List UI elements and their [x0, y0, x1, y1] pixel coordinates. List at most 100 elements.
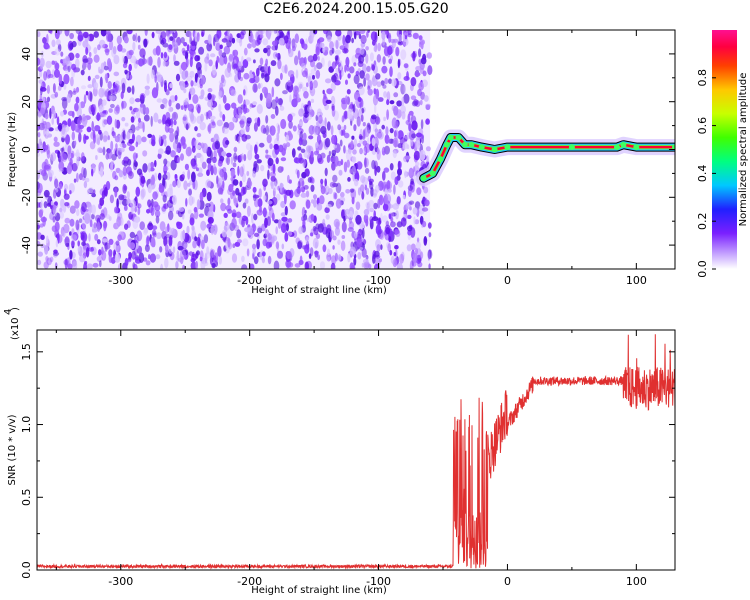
y-tick-label: -20 [20, 188, 33, 206]
noise-speckle [400, 105, 406, 114]
noise-speckle [192, 94, 199, 104]
noise-speckle [312, 74, 315, 80]
noise-speckle [144, 85, 150, 90]
trace-point [443, 141, 450, 148]
noise-speckle [98, 105, 103, 113]
noise-speckle [316, 134, 322, 145]
noise-speckle [363, 77, 366, 87]
noise-speckle [186, 225, 190, 234]
noise-speckle [219, 82, 224, 93]
noise-speckle [71, 63, 77, 71]
noise-speckle [262, 238, 268, 247]
noise-speckle [219, 44, 223, 50]
noise-speckle [123, 185, 128, 191]
noise-speckle [413, 171, 417, 177]
noise-speckle [122, 130, 126, 140]
noise-speckle [380, 80, 385, 86]
noise-speckle [84, 213, 91, 224]
trace-point [504, 144, 511, 151]
noise-speckle [42, 96, 46, 102]
noise-speckle [366, 31, 369, 38]
trace-point [491, 146, 498, 153]
noise-speckle [400, 217, 407, 227]
noise-speckle [175, 148, 181, 153]
noise-speckle [271, 212, 275, 222]
noise-speckle [317, 153, 322, 163]
noise-speckle [99, 76, 103, 88]
noise-speckle [299, 121, 303, 127]
noise-speckle [270, 181, 274, 190]
noise-speckle [347, 108, 353, 120]
noise-speckle [371, 159, 376, 170]
noise-speckle [267, 200, 273, 205]
noise-speckle [300, 192, 307, 198]
noise-speckle [327, 248, 330, 256]
noise-speckle [83, 94, 87, 104]
noise-speckle [356, 238, 363, 248]
noise-speckle [237, 69, 242, 80]
noise-speckle [377, 97, 384, 102]
noise-speckle [364, 167, 370, 174]
noise-speckle [388, 32, 392, 43]
colorbar-label: Normalized spectral amplitude [738, 73, 749, 227]
noise-speckle [168, 210, 174, 221]
noise-speckle [252, 101, 258, 106]
noise-speckle [249, 78, 256, 84]
trace-point [461, 141, 468, 148]
noise-speckle [331, 161, 336, 171]
noise-speckle [261, 251, 266, 257]
noise-speckle [40, 216, 47, 223]
noise-speckle [73, 140, 77, 146]
noise-speckle [139, 103, 146, 114]
noise-speckle [114, 206, 119, 214]
noise-speckle [394, 176, 399, 186]
noise-speckle [377, 217, 382, 225]
noise-speckle [67, 263, 73, 269]
noise-speckle [313, 65, 317, 71]
noise-speckle [180, 174, 185, 180]
noise-speckle [217, 160, 223, 167]
noise-speckle [303, 185, 309, 190]
noise-speckle [344, 208, 350, 215]
noise-speckle [105, 48, 110, 56]
noise-speckle [104, 242, 111, 250]
noise-speckle [379, 258, 382, 263]
noise-speckle [242, 172, 246, 183]
noise-speckle [95, 214, 101, 223]
noise-speckle [390, 171, 396, 180]
noise-speckle [186, 44, 190, 52]
noise-speckle [279, 105, 285, 111]
noise-speckle [99, 197, 105, 206]
noise-speckle [108, 108, 113, 113]
noise-speckle [284, 193, 287, 205]
noise-speckle [324, 117, 327, 128]
x-tick-label: -100 [366, 274, 391, 287]
noise-speckle [138, 252, 145, 263]
noise-speckle [243, 47, 248, 56]
noise-speckle [275, 241, 280, 250]
noise-speckle [420, 119, 424, 130]
noise-speckle [217, 187, 223, 196]
noise-speckle [207, 99, 214, 108]
noise-speckle [42, 37, 47, 44]
noise-speckle [44, 145, 49, 151]
noise-speckle [213, 37, 216, 47]
noise-speckle [110, 160, 114, 166]
noise-speckle [93, 222, 97, 230]
noise-speckle [412, 207, 418, 215]
noise-speckle [403, 63, 409, 69]
noise-speckle [163, 80, 167, 86]
noise-speckle [132, 41, 136, 51]
noise-speckle [360, 34, 367, 45]
colorbar-tick-label: 0.0 [696, 260, 709, 278]
noise-speckle [166, 30, 169, 37]
noise-speckle [419, 133, 424, 140]
noise-speckle [300, 62, 307, 69]
noise-speckle [310, 184, 315, 192]
y-tick-label: 1.0 [20, 416, 33, 434]
noise-speckle [196, 32, 200, 42]
noise-speckle [418, 81, 425, 91]
noise-speckle [340, 191, 345, 198]
noise-speckle [298, 108, 305, 117]
noise-speckle [393, 252, 397, 257]
